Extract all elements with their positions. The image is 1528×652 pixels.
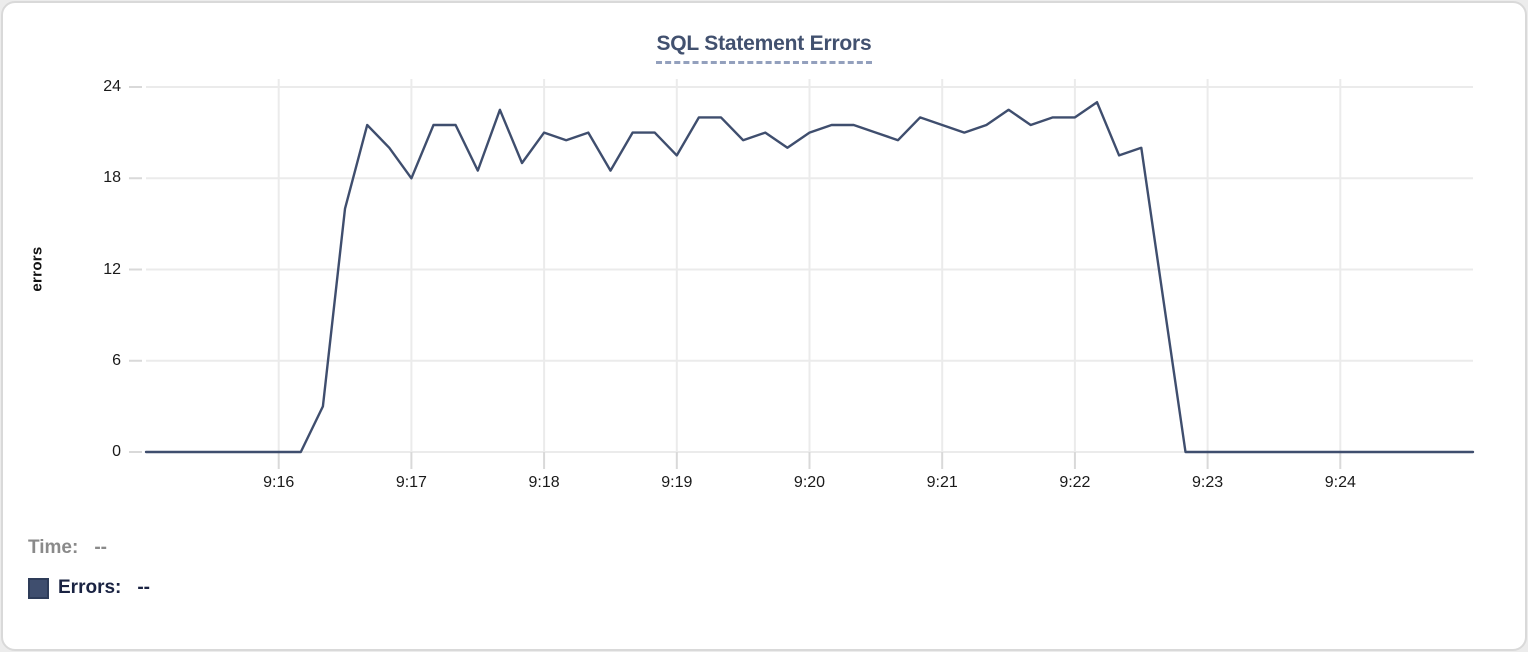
y-tick-label: 0 xyxy=(112,443,121,460)
errors-series-swatch-icon xyxy=(28,577,49,599)
chart-legend: Time: -- Errors: -- xyxy=(28,535,150,601)
chart-header: SQL Statement Errors xyxy=(3,3,1525,64)
x-tick-label: 9:17 xyxy=(395,474,427,491)
y-tick-label: 12 xyxy=(103,260,121,278)
legend-errors-row[interactable]: Errors: -- xyxy=(28,575,150,601)
errors-line-chart[interactable]: errors 0 6 12 18 24 9:16 9:17 9:18 9:19 9:20 9:21 9… xyxy=(3,3,1527,513)
y-tick-label: 6 xyxy=(112,351,121,369)
x-tick-label: 9:18 xyxy=(528,474,560,491)
legend-time-value: -- xyxy=(94,537,107,558)
legend-time-row: Time: -- xyxy=(28,535,150,561)
x-tick-label: 9:19 xyxy=(661,474,693,491)
x-tick-label: 9:22 xyxy=(1059,474,1091,491)
legend-errors-value: -- xyxy=(137,577,151,598)
x-tick-label: 9:16 xyxy=(263,474,295,491)
y-tick-label: 24 xyxy=(103,78,121,95)
x-tick-label: 9:21 xyxy=(926,474,958,491)
x-tick-label: 9:20 xyxy=(793,474,826,491)
x-tick-label: 9:23 xyxy=(1192,474,1224,491)
chart-canvas[interactable] xyxy=(3,3,1527,513)
legend-time-label: Time: xyxy=(28,537,79,558)
chart-title[interactable]: SQL Statement Errors xyxy=(656,32,872,64)
errors-series-line xyxy=(144,100,1475,454)
legend-errors-label: Errors: xyxy=(58,577,122,598)
y-tick-label: 18 xyxy=(103,169,121,187)
x-tick-label: 9:24 xyxy=(1324,474,1356,491)
